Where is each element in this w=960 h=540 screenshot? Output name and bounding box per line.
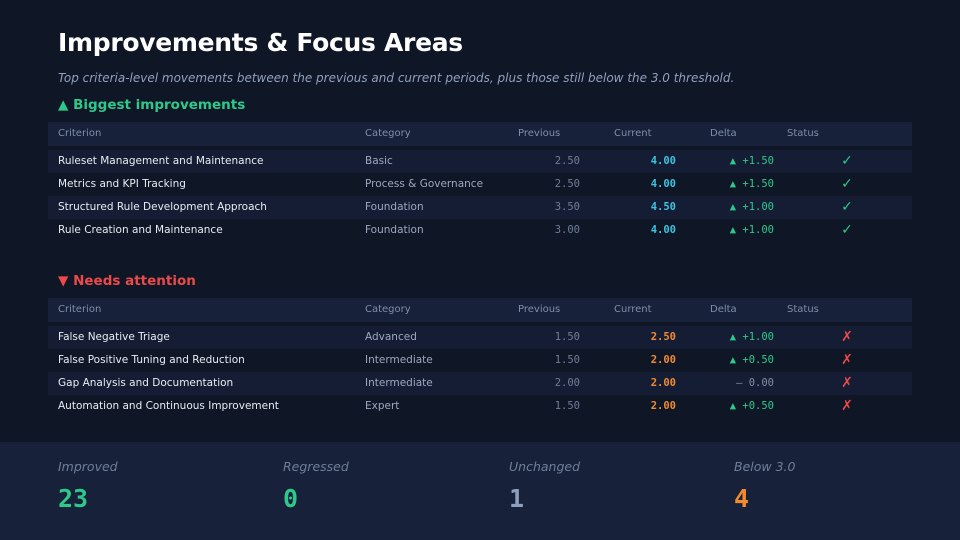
criterion-cell: Gap Analysis and Documentation xyxy=(58,377,234,389)
delta-cell: – 0.00 xyxy=(736,377,774,389)
delta-cell: ▲ +1.00 xyxy=(729,331,774,343)
previous-cell: 3.50 xyxy=(554,201,580,213)
delta-cell: ▲ +1.50 xyxy=(729,155,774,167)
delta-cell: ▲ +0.50 xyxy=(729,354,774,366)
criterion-cell: False Positive Tuning and Reduction xyxy=(58,354,245,366)
previous-cell: 3.00 xyxy=(554,224,580,236)
column-header-category: Category xyxy=(365,128,411,139)
column-header-current: Current xyxy=(614,128,652,139)
summary-regressed-label: Regressed xyxy=(283,459,349,474)
delta-cell: ▲ +1.50 xyxy=(729,178,774,190)
previous-cell: 2.00 xyxy=(554,377,580,389)
table-row: False Positive Tuning and Reduction Inte… xyxy=(48,349,912,372)
table-header-row: Criterion Category Previous Current Delt… xyxy=(48,122,912,146)
table-row: Rule Creation and Maintenance Foundation… xyxy=(48,219,912,242)
delta-cell: ▲ +1.00 xyxy=(729,224,774,236)
attention-table: Criterion Category Previous Current Delt… xyxy=(48,298,912,418)
previous-cell: 2.50 xyxy=(554,178,580,190)
current-cell: 4.00 xyxy=(650,178,676,190)
category-cell: Intermediate xyxy=(365,377,433,389)
table-header-row: Criterion Category Previous Current Delt… xyxy=(48,298,912,322)
page-title: Improvements & Focus Areas xyxy=(58,28,463,57)
cross-icon: ✗ xyxy=(841,329,853,345)
previous-cell: 1.50 xyxy=(554,331,580,343)
summary-regressed-value: 0 xyxy=(283,484,299,513)
summary-unchanged-label: Unchanged xyxy=(509,459,581,474)
category-cell: Intermediate xyxy=(365,354,433,366)
criterion-cell: Structured Rule Development Approach xyxy=(58,201,267,213)
current-cell: 4.00 xyxy=(650,224,676,236)
check-icon: ✓ xyxy=(841,222,853,238)
criterion-cell: Automation and Continuous Improvement xyxy=(58,400,279,412)
cross-icon: ✗ xyxy=(841,398,853,414)
category-cell: Basic xyxy=(365,155,393,167)
previous-cell: 1.50 xyxy=(554,400,580,412)
current-cell: 2.00 xyxy=(650,377,676,389)
improvements-heading: ▲ Biggest improvements xyxy=(58,97,246,113)
table-row: Ruleset Management and Maintenance Basic… xyxy=(48,150,912,173)
cross-icon: ✗ xyxy=(841,375,853,391)
column-header-category: Category xyxy=(365,304,411,315)
current-cell: 4.00 xyxy=(650,155,676,167)
current-cell: 2.00 xyxy=(650,400,676,412)
criterion-cell: Ruleset Management and Maintenance xyxy=(58,155,264,167)
summary-below-label: Below 3.0 xyxy=(734,459,796,474)
check-icon: ✓ xyxy=(841,176,853,192)
column-header-criterion: Criterion xyxy=(58,128,102,139)
summary-improved-label: Improved xyxy=(58,459,118,474)
criterion-cell: Rule Creation and Maintenance xyxy=(58,224,223,236)
summary-improved-value: 23 xyxy=(58,484,89,513)
table-row: Metrics and KPI Tracking Process & Gover… xyxy=(48,173,912,196)
check-icon: ✓ xyxy=(841,199,853,215)
category-cell: Process & Governance xyxy=(365,178,484,190)
column-header-status: Status xyxy=(787,128,819,139)
previous-cell: 2.50 xyxy=(554,155,580,167)
delta-cell: ▲ +0.50 xyxy=(729,400,774,412)
column-header-delta: Delta xyxy=(710,304,737,315)
category-cell: Advanced xyxy=(365,331,417,343)
column-header-previous: Previous xyxy=(518,304,561,315)
column-header-criterion: Criterion xyxy=(58,304,102,315)
page-subtitle: Top criteria-level movements between the… xyxy=(58,71,735,85)
category-cell: Expert xyxy=(365,400,400,412)
table-row: Structured Rule Development Approach Fou… xyxy=(48,196,912,219)
cross-icon: ✗ xyxy=(841,352,853,368)
criterion-cell: False Negative Triage xyxy=(58,331,170,343)
summary-footer: Improved 23 Regressed 0 Unchanged 1 Belo… xyxy=(0,442,960,540)
current-cell: 2.50 xyxy=(650,331,676,343)
table-row: Automation and Continuous Improvement Ex… xyxy=(48,395,912,418)
category-cell: Foundation xyxy=(365,224,424,236)
category-cell: Foundation xyxy=(365,201,424,213)
improvements-table: Criterion Category Previous Current Delt… xyxy=(48,122,912,242)
attention-heading: ▼ Needs attention xyxy=(58,273,196,289)
column-header-current: Current xyxy=(614,304,652,315)
column-header-previous: Previous xyxy=(518,128,561,139)
check-icon: ✓ xyxy=(841,153,853,169)
delta-cell: ▲ +1.00 xyxy=(729,201,774,213)
summary-below-value: 4 xyxy=(734,484,750,513)
column-header-status: Status xyxy=(787,304,819,315)
previous-cell: 1.50 xyxy=(554,354,580,366)
current-cell: 4.50 xyxy=(650,201,676,213)
column-header-delta: Delta xyxy=(710,128,737,139)
table-row: False Negative Triage Advanced 1.50 2.50… xyxy=(48,326,912,349)
summary-unchanged-value: 1 xyxy=(509,484,525,513)
current-cell: 2.00 xyxy=(650,354,676,366)
criterion-cell: Metrics and KPI Tracking xyxy=(58,178,186,190)
table-row: Gap Analysis and Documentation Intermedi… xyxy=(48,372,912,395)
